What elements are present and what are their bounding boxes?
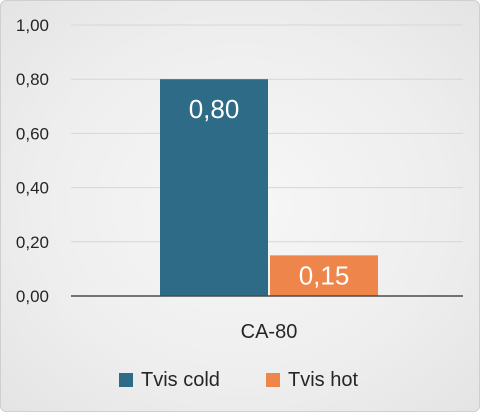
bar-tvis-hot	[270, 255, 378, 296]
bar-tvis-cold	[160, 79, 268, 296]
y-tick-label: 0,20	[16, 233, 49, 252]
data-label: 0,80	[189, 94, 240, 124]
y-tick-label: 0,80	[16, 70, 49, 89]
y-tick-label: 0,00	[16, 287, 49, 306]
legend-swatch	[119, 373, 133, 387]
y-tick-label: 0,40	[16, 179, 49, 198]
legend-label: Tvis cold	[141, 369, 220, 391]
data-label: 0,15	[299, 261, 350, 291]
y-tick-label: 1,00	[16, 16, 49, 35]
category-label: CA-80	[241, 321, 298, 343]
legend-label: Tvis hot	[288, 369, 358, 391]
legend-swatch	[266, 373, 280, 387]
y-tick-label: 0,60	[16, 124, 49, 143]
